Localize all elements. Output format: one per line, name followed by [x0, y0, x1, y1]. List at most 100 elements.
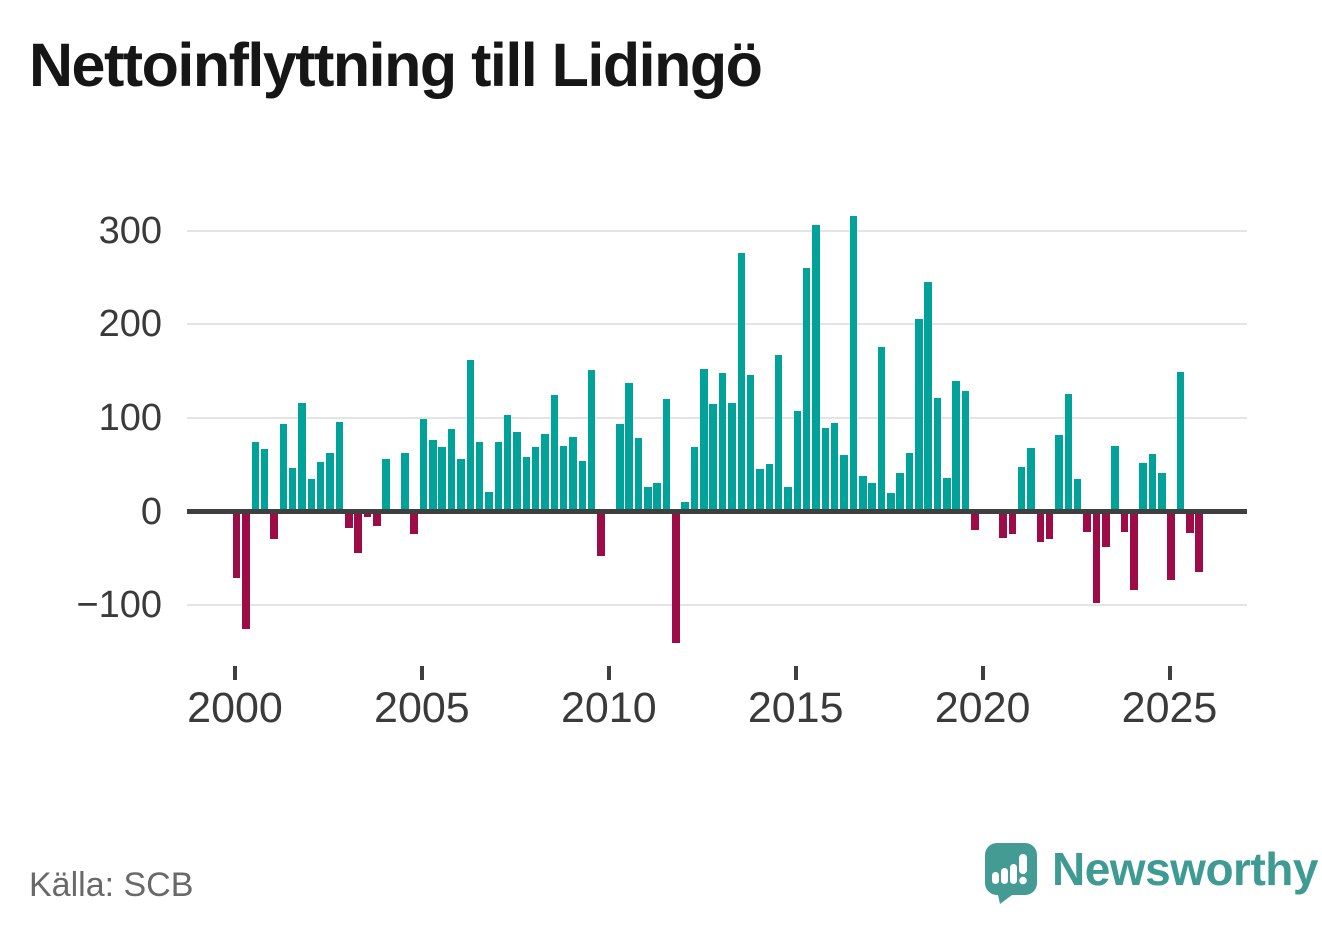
- bar-2001-q2: [279, 424, 288, 512]
- chart-title: Nettoinflyttning till Lidingö: [29, 31, 763, 99]
- bar-2003-q1: [345, 511, 353, 529]
- bar-2023-q4: [1120, 511, 1129, 533]
- bar-2015-q4: [821, 428, 830, 512]
- bar-2025-q3: [1186, 511, 1194, 534]
- bar-2022-q2: [1064, 393, 1073, 512]
- bar-2025-q1: [1167, 511, 1175, 580]
- bar-2012-q2: [690, 446, 699, 512]
- newsworthy-logo: Newsworthy: [984, 842, 1318, 904]
- bar-2011-q1: [644, 487, 652, 512]
- bar-2013-q1: [718, 372, 727, 512]
- bar-2005-q1: [419, 418, 428, 512]
- bar-2010-q4: [634, 437, 643, 512]
- bar-2004-q1: [382, 459, 390, 512]
- bar-2015-q2: [802, 268, 811, 512]
- bar-2012-q4: [709, 403, 717, 512]
- y-axis-label: 300: [98, 209, 162, 252]
- bar-2016-q1: [830, 422, 839, 512]
- bar-2008-q3: [550, 395, 559, 512]
- bar-2003-q2: [354, 511, 362, 553]
- bar-2016-q4: [859, 475, 867, 512]
- bar-2017-q4: [896, 473, 904, 512]
- bar-2000-q3: [251, 442, 260, 512]
- bar-2011-q2: [653, 483, 661, 512]
- bar-2023-q1: [1092, 511, 1101, 604]
- bar-2024-q2: [1139, 462, 1147, 512]
- bar-2012-q1: [681, 502, 689, 512]
- bar-2001-q3: [288, 468, 297, 512]
- bar-2005-q3: [438, 446, 446, 512]
- bar-2010-q3: [625, 383, 633, 512]
- bar-2020-q4: [1008, 511, 1017, 534]
- bar-2004-q4: [410, 511, 418, 534]
- bar-2014-q3: [774, 355, 783, 512]
- bar-2001-q1: [270, 511, 278, 539]
- gridline-300: [187, 229, 1247, 232]
- bar-2017-q3: [887, 492, 895, 512]
- bar-2013-q2: [728, 402, 736, 512]
- x-axis-label-2015: 2015: [747, 684, 844, 732]
- bar-2019-q1: [943, 477, 951, 512]
- bar-2002-q2: [316, 461, 325, 512]
- bar-2008-q4: [559, 445, 568, 512]
- y-axis-label: 200: [98, 303, 162, 346]
- bar-2021-q4: [1045, 511, 1054, 539]
- bar-2019-q2: [952, 381, 960, 512]
- bar-2022-q3: [1073, 478, 1082, 512]
- bar-2007-q4: [522, 457, 531, 512]
- bar-2003-q3: [363, 511, 372, 518]
- bar-2016-q2: [840, 455, 848, 512]
- x-axis-tick-2015: [793, 666, 798, 680]
- bar-2007-q3: [513, 431, 521, 512]
- bar-2000-q4: [260, 448, 269, 512]
- bar-2019-q3: [961, 390, 970, 512]
- bar-2009-q2: [578, 460, 587, 512]
- bar-2006-q4: [485, 491, 493, 512]
- bar-2023-q3: [1111, 445, 1119, 512]
- bar-2018-q1: [905, 452, 914, 512]
- bar-2012-q3: [700, 369, 708, 512]
- bar-2017-q1: [868, 483, 876, 512]
- bar-2007-q1: [494, 442, 503, 512]
- x-axis-label-2025: 2025: [1121, 684, 1218, 732]
- bar-2015-q3: [812, 225, 820, 512]
- bar-2000-q1: [232, 511, 241, 578]
- y-axis-label: 100: [98, 396, 162, 439]
- y-axis-label: 0: [140, 490, 162, 533]
- x-axis-label-2005: 2005: [374, 684, 470, 732]
- bar-2008-q2: [541, 433, 549, 512]
- bar-2013-q4: [746, 374, 755, 512]
- bar-2001-q4: [298, 402, 306, 512]
- newsworthy-icon: [985, 843, 1037, 904]
- bar-2006-q2: [466, 359, 474, 512]
- gridline-200: [187, 323, 1247, 326]
- bar-2005-q2: [429, 440, 437, 512]
- y-axis-label: −100: [76, 584, 162, 627]
- bar-2005-q4: [447, 429, 456, 512]
- bar-2014-q4: [784, 487, 792, 512]
- bar-2002-q3: [326, 452, 334, 512]
- gridline-100: [187, 416, 1247, 419]
- bar-2015-q1: [793, 411, 802, 512]
- bar-2007-q2: [503, 415, 512, 512]
- bar-2023-q2: [1102, 511, 1110, 548]
- bar-2022-q4: [1083, 511, 1091, 533]
- bar-2017-q2: [877, 346, 886, 512]
- x-axis-tick-2000: [233, 666, 237, 680]
- newsworthy-wordmark: Newsworthy: [1052, 843, 1318, 895]
- bar-2000-q2: [242, 511, 250, 630]
- x-axis-label-2000: 2000: [187, 684, 283, 732]
- bar-2002-q1: [307, 478, 316, 512]
- bar-2008-q1: [531, 446, 540, 512]
- bar-2013-q3: [737, 253, 746, 512]
- bar-2021-q1: [1017, 466, 1026, 512]
- bar-2009-q1: [569, 436, 577, 512]
- x-axis-tick-2010: [606, 666, 611, 680]
- bar-2010-q2: [616, 423, 624, 512]
- bar-2022-q1: [1055, 434, 1063, 512]
- bar-2025-q2: [1176, 372, 1185, 512]
- bar-2024-q3: [1148, 454, 1157, 512]
- bar-2014-q2: [765, 463, 774, 512]
- x-axis-label-2010: 2010: [560, 684, 657, 732]
- bar-2021-q3: [1036, 511, 1045, 543]
